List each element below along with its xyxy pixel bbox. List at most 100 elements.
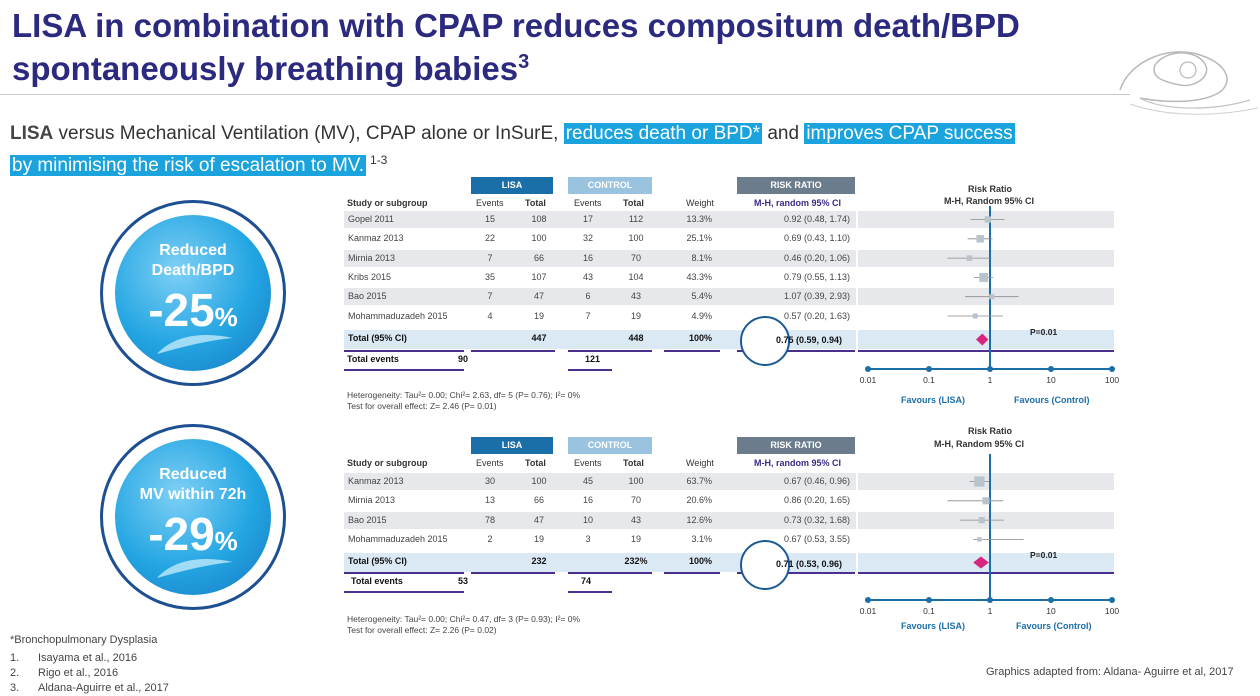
cell-lisa-total: 66 <box>533 495 544 506</box>
tick-label: 0.01 <box>860 375 877 385</box>
heterogeneity-note: Heterogeneity: Tau²= 0.00; Chi²= 0.47, d… <box>347 614 581 624</box>
cell-lisa-total: 100 <box>531 233 547 244</box>
table-row: Mohammaduzadeh 2015 2 19 3 19 3.1% 0.67 (0.53,… <box>344 531 856 548</box>
total-label: Total (95% CI) <box>348 556 407 566</box>
header-divider <box>0 94 1130 95</box>
subtitle-bold: LISA <box>10 123 54 144</box>
cell-name: Mohammaduzadeh 2015 <box>348 533 448 544</box>
divider <box>664 350 720 352</box>
table-row: Mirnia 2013 7 66 16 70 8.1% 0.46 (0.20, 1.06) <box>344 249 1114 267</box>
reference-list: 1. Isayama et al., 2016 2. Rigo et al., 20… <box>10 651 169 696</box>
axis-tick <box>1048 597 1054 603</box>
divider <box>568 369 612 371</box>
cell-lisa-events: 2 <box>487 533 493 544</box>
cell-ctrl-events: 45 <box>582 476 593 486</box>
axis-tick <box>987 597 993 603</box>
cell-ctrl-total: 43 <box>630 291 641 302</box>
reference-item: 1. Isayama et al., 2016 <box>10 652 138 664</box>
cell-lisa-total: 19 <box>533 310 544 321</box>
reference-item: 2. Rigo et al., 2016 <box>10 667 119 679</box>
cell-ctrl-events: 32 <box>582 233 593 244</box>
graphics-credit: Graphics adapted from: Aldana- Aguirre e… <box>986 666 1234 678</box>
col-weight: Weight <box>686 198 714 208</box>
axis-tick <box>987 366 993 372</box>
pooled-rr: 0.71 <box>776 559 794 569</box>
heterogeneity-note: Heterogeneity: Tau²= 0.00; Chi²= 2.63, d… <box>347 390 581 400</box>
cell-weight: 5.4% <box>691 291 712 302</box>
cell-ctrl-total: 104 <box>628 271 644 282</box>
divider <box>344 350 464 352</box>
cell-ctrl-total: 19 <box>630 533 641 544</box>
cell-lisa-total: 19 <box>533 533 544 544</box>
cell-lisa-total: 107 <box>531 271 547 282</box>
total-events-ctrl: 74 <box>580 576 591 586</box>
subtitle-refs: 1-3 <box>370 153 388 167</box>
cell-ctrl-events: 17 <box>582 214 593 224</box>
table-row: Kanmaz 2013 22 100 32 100 25.1% 0.69 (0.43, 1.… <box>344 230 856 247</box>
reference-item: 3. Aldana-Aguirre et al., 2017 <box>10 682 169 694</box>
forest-plot-graphic: 0.01 0.1 1 10 100 P=0.01 <box>860 206 1119 385</box>
pooled-ci-circle <box>740 316 790 366</box>
cell-lisa-events: 15 <box>484 214 495 224</box>
col-mh: M-H, random 95% CI <box>754 198 842 208</box>
footnote: *Bronchopulmonary Dysplasia <box>10 634 158 646</box>
cell-weight: 20.6% <box>686 495 712 506</box>
pooled-diamond <box>973 556 989 569</box>
pooled-rr: 0.75 <box>776 335 794 345</box>
subtitle-text1: versus Mechanical Ventilation (MV), CPAP… <box>53 123 564 144</box>
col-ctrl-total: Total <box>623 198 644 208</box>
cell-name: Bao 2015 <box>348 514 387 525</box>
plot-title: Risk Ratio <box>968 184 1013 194</box>
divider <box>471 572 555 574</box>
total-events-label: Total events <box>347 354 399 364</box>
divider <box>568 572 652 574</box>
favours-control: Favours (Control) <box>1016 621 1092 631</box>
cell-ctrl-total: 100 <box>628 476 644 486</box>
col-lisa-total: Total <box>525 458 546 468</box>
pooled-ci-circle <box>740 540 790 590</box>
cell-rr-text: 0.57 (0.20, 1.63) <box>783 310 850 321</box>
header-control: CONTROL <box>568 437 652 454</box>
axis-tick <box>926 597 932 603</box>
cell-lisa-events: 13 <box>484 495 495 506</box>
col-ctrl-total: Total <box>623 458 644 468</box>
title-ref: 3 <box>518 51 530 73</box>
p-value-label: P=0.01 <box>1030 550 1057 560</box>
tick-label: 1 <box>988 606 993 616</box>
study-point <box>972 313 978 319</box>
badge-percent: -25% <box>148 284 238 336</box>
cell-name: Kanmaz 2013 <box>348 233 404 244</box>
tick-label: 10 <box>1046 375 1056 385</box>
col-weight: Weight <box>686 458 714 468</box>
cell-ctrl-events: 16 <box>582 495 593 506</box>
cell-weight: 25.1% <box>686 233 712 244</box>
plot-subtitle: M-H, Random 95% CI <box>944 196 1035 206</box>
cell-ctrl-events: 16 <box>582 252 593 263</box>
pooled-diamond <box>976 333 989 346</box>
forest-plot-mv-72h: LISA CONTROL RISK RATIO Study or subgrou… <box>344 426 1124 644</box>
favours-lisa: Favours (LISA) <box>901 395 966 405</box>
highlight-cpap-success: improves CPAP success <box>804 123 1015 144</box>
divider <box>344 591 464 593</box>
cell-rr-text: 0.79 (0.55, 1.13) <box>783 271 850 282</box>
cell-weight: 63.7% <box>686 476 712 486</box>
cell-lisa-events: 30 <box>484 476 495 486</box>
col-mh: M-H, random 95% CI <box>754 458 842 468</box>
table-row: Bao 2015 78 47 10 43 12.6% 0.73 (0.32, 1.68) <box>344 511 1114 529</box>
cell-lisa-total: 66 <box>533 252 544 263</box>
cell-rr-text: 0.46 (0.20, 1.06) <box>783 252 850 263</box>
divider <box>568 591 612 593</box>
cell-name: Kribs 2015 <box>348 271 392 282</box>
tick-label: 0.01 <box>860 606 877 616</box>
tick-label: 10 <box>1046 606 1056 616</box>
header-risk-ratio: RISK RATIO <box>737 437 855 454</box>
study-point <box>989 294 995 300</box>
header-lisa: LISA <box>471 177 553 194</box>
study-point <box>974 476 985 487</box>
cell-name: Gopel 2011 <box>348 214 394 224</box>
overall-effect-note: Test for overall effect: Z= 2.26 (P= 0.0… <box>347 625 497 635</box>
cell-ctrl-events: 7 <box>585 310 591 321</box>
cell-ctrl-events: 10 <box>582 514 593 525</box>
cell-ctrl-events: 3 <box>585 533 591 544</box>
overall-effect-note: Test for overall effect: Z= 2.46 (P= 0.0… <box>347 401 497 411</box>
